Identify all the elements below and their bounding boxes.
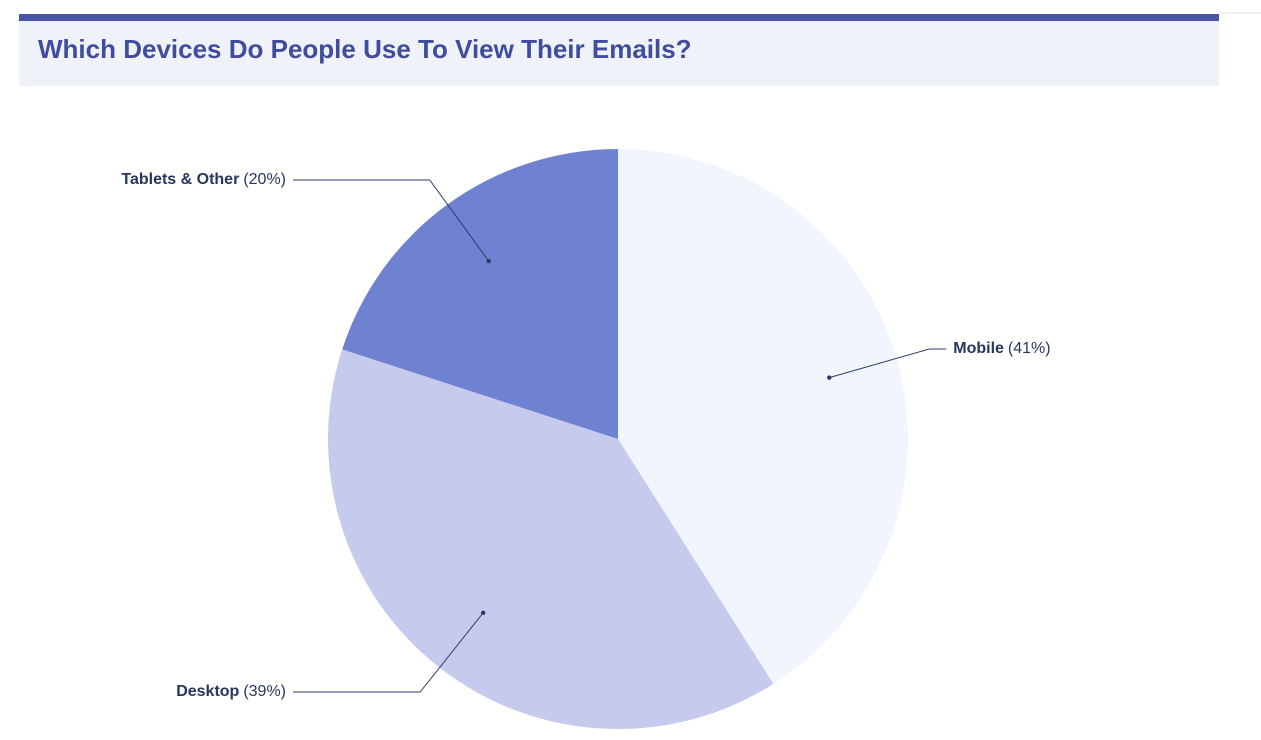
label-name: Desktop [176, 683, 239, 700]
label-name: Mobile [953, 340, 1004, 357]
label-value: (39%) [243, 683, 286, 700]
leader-dot [486, 258, 491, 264]
leader-line [829, 348, 947, 379]
chart-title: Which Devices Do People Use To View Thei… [38, 34, 692, 64]
leader-line [293, 612, 484, 693]
pie-slice [618, 149, 908, 684]
header-box [19, 21, 1219, 86]
data-label: Desktop (39%) [176, 683, 286, 700]
label-name: Tablets & Other [121, 171, 239, 188]
data-label: Tablets & Other (20%) [121, 171, 286, 188]
leader-dot [827, 375, 832, 380]
label-value: (20%) [243, 171, 286, 188]
leader-line [293, 179, 490, 262]
leader-dot [480, 610, 486, 616]
header-stripe [19, 14, 1219, 21]
pie-slice [342, 149, 618, 439]
pie-slice [328, 349, 774, 729]
label-value: (41%) [1008, 340, 1051, 357]
data-label: Mobile (41%) [953, 340, 1050, 357]
